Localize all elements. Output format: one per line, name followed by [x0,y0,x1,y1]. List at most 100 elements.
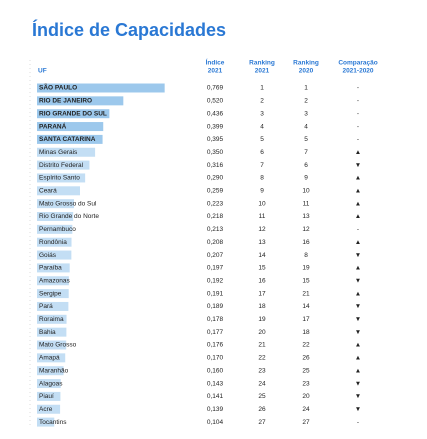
uf: Amazonas [39,277,70,284]
index-bar [37,301,69,311]
index: 0,436 [207,110,224,117]
index-bar [37,276,69,286]
uf: Amapá [39,355,60,362]
rank-2021: 23 [258,367,266,374]
index: 0,769 [207,85,224,92]
uf: Alagoas [39,380,63,387]
index-bar [37,147,96,157]
change: ▼ [355,252,361,259]
rank-2021: 21 [258,342,266,349]
title: Índice de Capacidades [32,19,226,40]
uf: Distrito Federal [39,162,84,169]
uf: Maranhão [39,367,69,374]
uf: Acre [39,406,53,413]
uf: Rondônia [39,239,67,246]
rank-2020: 23 [302,380,310,387]
rank-2020: 3 [304,110,308,117]
rank-2021: 12 [258,226,266,233]
column-header: 2021 [208,68,223,75]
index-bar [37,250,72,260]
column-header: 2021-2020 [342,68,373,75]
rank-2020: 24 [302,406,310,413]
uf: Sergipe [39,290,62,297]
rank-2020: 6 [304,162,308,169]
rank-2021: 11 [259,213,266,220]
rank-2021: 8 [260,175,264,182]
rank-2021: 5 [260,136,264,143]
rank-2020: 1 [304,85,308,92]
index-bar [37,83,165,93]
rank-2021: 22 [258,355,266,362]
index-bar [37,134,103,144]
rank-2020: 16 [302,239,310,246]
change: ▼ [355,406,361,413]
rank-2021: 1 [260,85,264,92]
rank-2020: 12 [302,226,310,233]
rank-2021: 16 [258,277,266,284]
index: 0,399 [207,123,224,130]
uf: Roraima [39,316,64,323]
uf: PARANÁ [39,121,67,130]
index: 0,104 [207,419,224,426]
index: 0,316 [207,162,224,169]
change: - [357,136,359,143]
index: 0,192 [207,277,224,284]
index-bar [37,327,67,337]
index-bar [37,212,74,221]
index: 0,177 [207,329,224,336]
change: - [357,419,359,426]
change: ▼ [355,329,361,336]
rank-2020: 7 [304,149,308,156]
rank-2021: 17 [258,290,266,297]
uf: RIO GRANDE DO SUL [39,110,107,117]
change: - [357,85,359,92]
rank-2021: 20 [258,329,266,336]
change: ▲ [355,175,361,182]
rank-2020: 4 [304,123,308,130]
index-bar [37,186,80,196]
index-bar [37,199,75,209]
rank-2021: 26 [258,406,266,413]
index: 0,141 [207,393,224,400]
index: 0,178 [207,316,224,323]
rank-2021: 25 [258,393,266,400]
rank-2021: 18 [258,303,266,310]
index-bar [37,289,69,299]
change: ▼ [355,303,361,310]
uf: SANTA CATARINA [39,136,96,143]
change: ▲ [355,188,361,195]
index: 0,160 [207,367,224,374]
index-bar [37,263,70,273]
rank-2021: 14 [258,252,266,259]
index-bar [37,224,73,234]
rank-2020: 21 [302,290,310,297]
index: 0,197 [207,265,224,272]
rank-2021: 2 [260,98,264,105]
uf: Bahia [39,329,56,336]
change: ▲ [355,149,361,156]
rank-2020: 27 [302,419,310,426]
uf: Pará [39,303,53,310]
uf: Goiás [39,252,57,259]
index: 0,218 [207,213,224,220]
column-header: 2021 [255,68,270,75]
change: - [357,98,359,105]
column-header: Ranking [249,60,275,67]
rank-2020: 26 [302,355,310,362]
index: 0,170 [207,355,224,362]
uf: Mato Grosso do Sul [39,200,97,207]
uf: Espírito Santo [39,175,80,182]
index: 0,223 [207,200,224,207]
rank-2020: 14 [302,303,310,310]
index-bar [37,366,64,376]
index: 0,189 [207,303,224,310]
index-bar [37,379,61,389]
uf: Mato Grosso [39,342,77,349]
rank-2021: 13 [258,239,266,246]
index: 0,259 [207,188,224,195]
rank-2020: 11 [303,200,310,207]
index-bar [37,353,66,363]
change: ▼ [355,277,361,284]
index: 0,207 [207,252,224,259]
